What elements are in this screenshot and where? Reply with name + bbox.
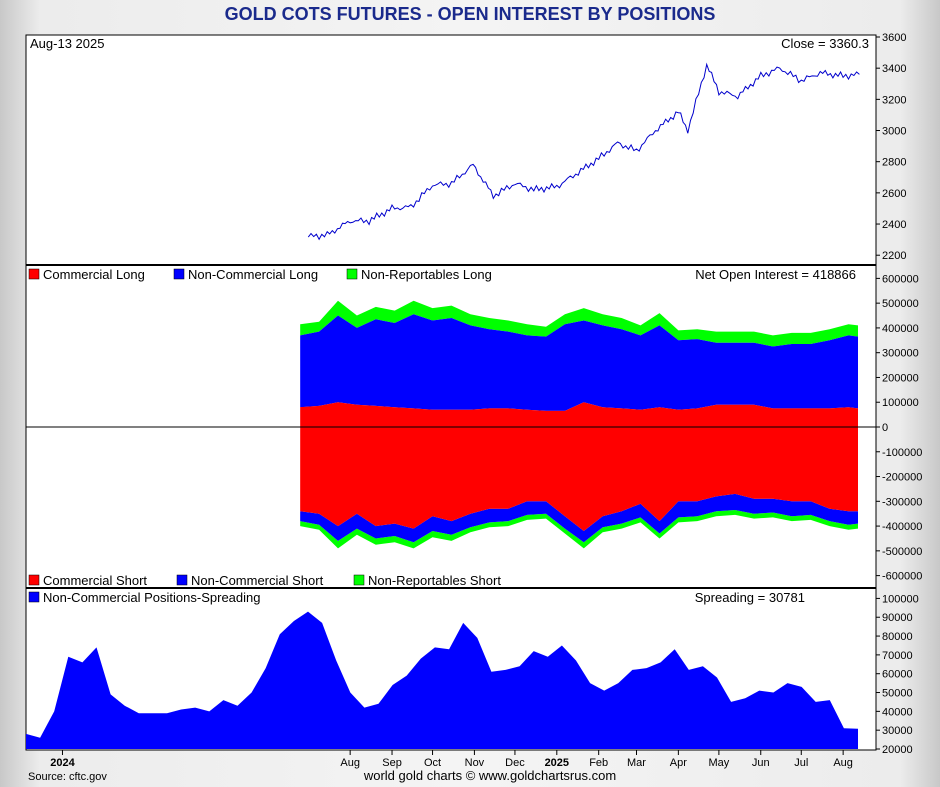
price-tick-label: 2600 bbox=[882, 188, 906, 200]
x-tick-label: Sep bbox=[382, 757, 402, 769]
positions-tick-label: 100000 bbox=[882, 397, 919, 409]
price-tick-label: 2800 bbox=[882, 157, 906, 169]
price-tick-label: 3600 bbox=[882, 32, 906, 44]
positions-tick-label: 600000 bbox=[882, 273, 919, 285]
net-open-interest-label: Net Open Interest = 418866 bbox=[695, 267, 856, 282]
legend-non-commercial-long: Non-Commercial Long bbox=[188, 267, 318, 282]
positions-tick-label: -500000 bbox=[882, 546, 922, 558]
x-tick-label: Jul bbox=[794, 757, 808, 769]
positions-tick-label: 0 bbox=[882, 422, 888, 434]
price-tick-label: 3200 bbox=[882, 94, 906, 106]
price-panel bbox=[25, 34, 877, 266]
positions-tick-label: 300000 bbox=[882, 348, 919, 360]
chart-title: GOLD COTS FUTURES - OPEN INTEREST BY POS… bbox=[224, 4, 716, 24]
positions-tick-label: -600000 bbox=[882, 571, 922, 583]
spreading-tick-label: 50000 bbox=[882, 688, 913, 700]
x-tick-label: Oct bbox=[424, 757, 441, 769]
legend-non-reportables-short: Non-Reportables Short bbox=[368, 573, 501, 588]
spreading-tick-label: 20000 bbox=[882, 744, 913, 756]
x-tick-label: Nov bbox=[465, 757, 485, 769]
legend-swatch-non-commercial-short bbox=[176, 574, 188, 586]
legend-spreading: Non-Commercial Positions-Spreading bbox=[43, 590, 260, 605]
positions-tick-label: 200000 bbox=[882, 372, 919, 384]
legend-swatch-commercial-short bbox=[28, 574, 40, 586]
area-spreading bbox=[26, 611, 858, 749]
legend-non-reportables-long: Non-Reportables Long bbox=[361, 267, 492, 282]
x-tick-label: Aug bbox=[340, 757, 360, 769]
positions-tick-label: -200000 bbox=[882, 472, 922, 484]
positions-tick-label: -400000 bbox=[882, 521, 922, 533]
area-commercial-long bbox=[300, 402, 858, 427]
spreading-label: Spreading = 30781 bbox=[695, 590, 805, 605]
area-non-reportables-short bbox=[300, 510, 858, 549]
spreading-tick-label: 90000 bbox=[882, 612, 913, 624]
spreading-tick-label: 100000 bbox=[882, 593, 919, 605]
x-tick-label: Jun bbox=[752, 757, 770, 769]
close-label: Close = 3360.3 bbox=[781, 36, 869, 51]
x-tick-label: Mar bbox=[627, 757, 646, 769]
price-tick-label: 2400 bbox=[882, 219, 906, 231]
area-non-commercial-short bbox=[300, 493, 858, 543]
x-tick-label: Feb bbox=[589, 757, 608, 769]
x-tick-label: May bbox=[708, 757, 729, 769]
price-tick-label: 3000 bbox=[882, 126, 906, 138]
x-tick-label: Apr bbox=[670, 757, 687, 769]
x-tick-label: 2025 bbox=[545, 757, 569, 769]
positions-tick-label: 400000 bbox=[882, 323, 919, 335]
spreading-tick-label: 80000 bbox=[882, 631, 913, 643]
spreading-tick-label: 70000 bbox=[882, 650, 913, 662]
spreading-tick-label: 40000 bbox=[882, 706, 913, 718]
price-tick-label: 2200 bbox=[882, 250, 906, 262]
legend-commercial-short: Commercial Short bbox=[43, 573, 147, 588]
date-label: Aug-13 2025 bbox=[30, 36, 104, 51]
area-commercial-short bbox=[300, 427, 858, 531]
x-tick-label: Dec bbox=[505, 757, 525, 769]
legend-swatch-commercial-long bbox=[28, 268, 40, 280]
legend-non-commercial-short: Non-Commercial Short bbox=[191, 573, 324, 588]
area-non-reportables-long bbox=[300, 300, 858, 347]
credit-label: world gold charts © www.goldchartsrus.co… bbox=[363, 768, 616, 783]
x-tick-label: 2024 bbox=[50, 757, 75, 769]
spreading-tick-label: 30000 bbox=[882, 725, 913, 737]
legend-swatch-spreading bbox=[28, 591, 40, 603]
price-line bbox=[307, 62, 860, 241]
positions-tick-label: 500000 bbox=[882, 298, 919, 310]
legend-commercial-long: Commercial Long bbox=[43, 267, 145, 282]
positions-tick-label: -100000 bbox=[882, 447, 922, 459]
source-label: Source: cftc.gov bbox=[28, 771, 107, 783]
area-non-commercial-long bbox=[300, 314, 858, 411]
legend-swatch-non-reportables-long bbox=[346, 268, 358, 280]
spreading-tick-label: 60000 bbox=[882, 669, 913, 681]
legend-swatch-non-reportables-short bbox=[353, 574, 365, 586]
positions-tick-label: -300000 bbox=[882, 496, 922, 508]
price-tick-label: 3400 bbox=[882, 63, 906, 75]
legend-swatch-non-commercial-long bbox=[173, 268, 185, 280]
x-tick-label: Aug bbox=[833, 757, 853, 769]
